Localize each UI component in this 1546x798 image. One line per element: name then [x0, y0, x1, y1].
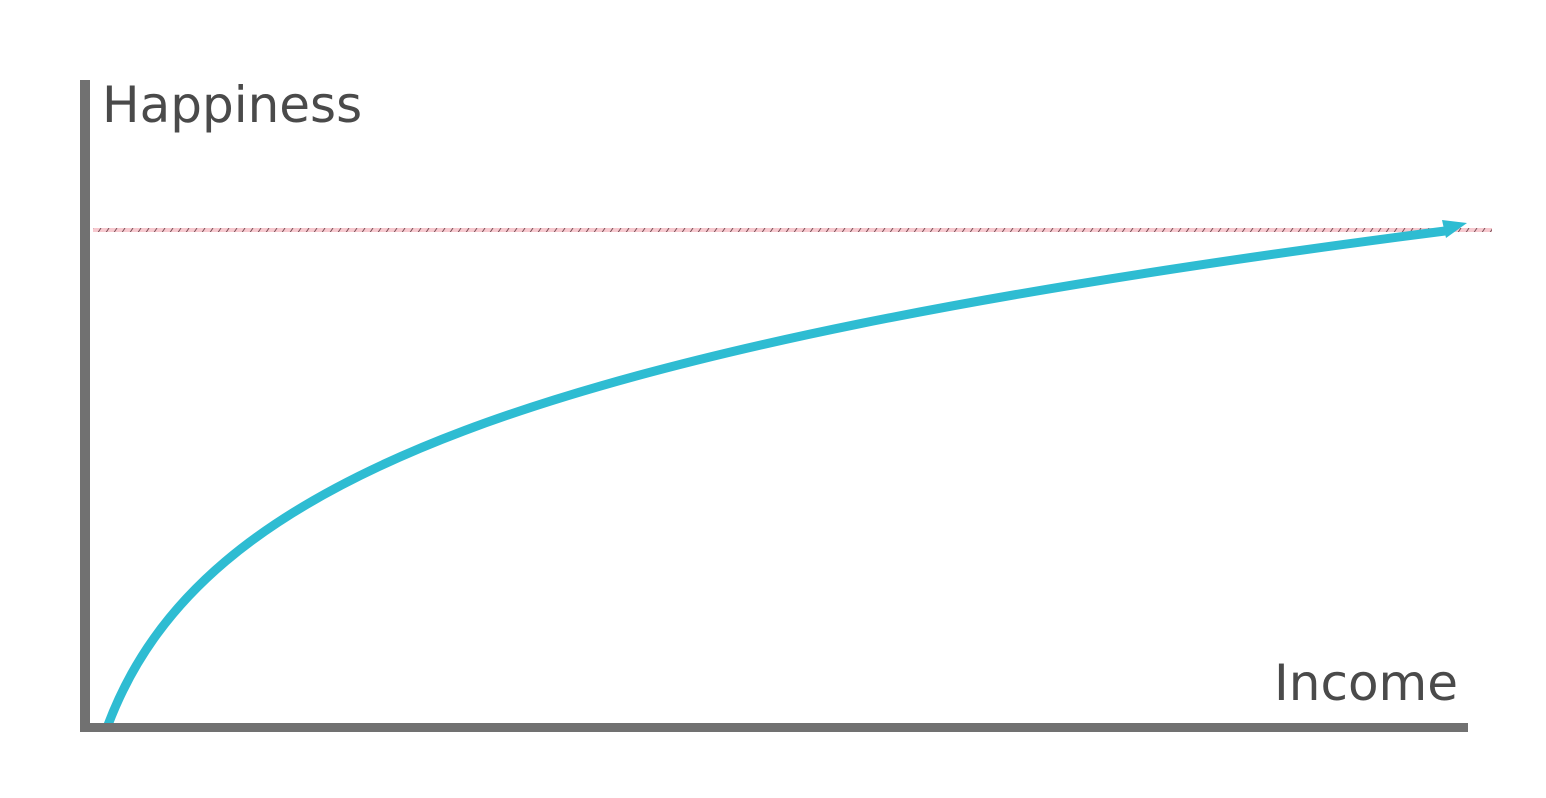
x-axis-label: Income	[1274, 654, 1458, 712]
x-axis	[80, 723, 1468, 732]
y-axis	[80, 80, 90, 732]
y-axis-label: Happiness	[102, 76, 362, 134]
reference-line	[93, 228, 1492, 232]
curve-line	[103, 226, 1446, 727]
curve-arrowhead	[1442, 220, 1467, 238]
